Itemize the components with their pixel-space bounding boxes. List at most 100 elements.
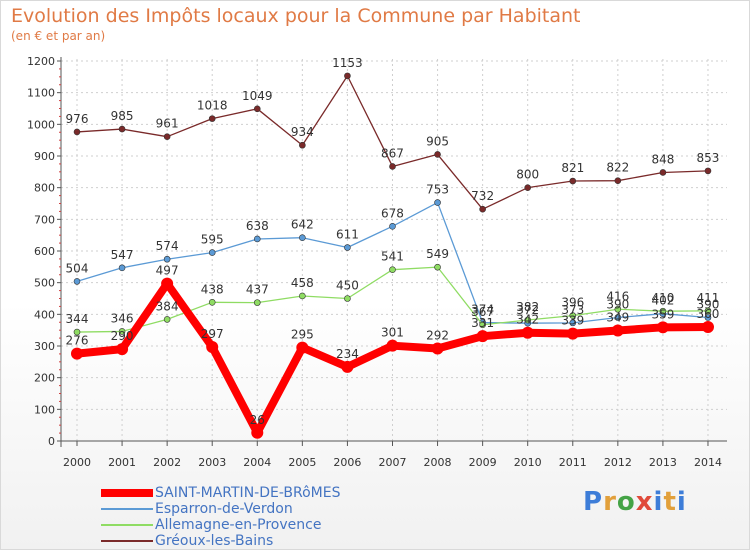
data-label: 1153: [332, 56, 363, 70]
x-tick-label: 2001: [108, 456, 136, 469]
data-label: 867: [381, 146, 404, 160]
data-point: [386, 339, 399, 352]
data-point: [161, 277, 174, 290]
data-point: [569, 177, 577, 185]
logo-letter: P: [583, 487, 604, 517]
data-point: [434, 263, 441, 271]
data-label: 396: [561, 296, 584, 310]
data-label: 732: [471, 189, 494, 203]
data-point: [116, 343, 129, 356]
legend-label: Allemagne-en-Provence: [155, 517, 322, 533]
data-label: 295: [291, 328, 314, 342]
data-label: 367: [471, 305, 494, 319]
data-point: [299, 141, 306, 149]
logo-letter: i: [676, 487, 687, 517]
data-point: [704, 167, 712, 175]
y-tick-label: 0: [48, 435, 55, 448]
y-tick-label: 1000: [27, 118, 55, 131]
data-point: [253, 235, 261, 243]
x-tick-label: 2013: [649, 456, 677, 469]
legend-label: SAINT-MARTIN-DE-BRôMES: [155, 485, 341, 501]
data-label: 504: [66, 261, 89, 275]
data-point: [659, 307, 667, 315]
data-point: [614, 305, 622, 313]
data-point: [701, 321, 714, 333]
x-tick-label: 2005: [288, 456, 316, 469]
y-tick-label: 200: [34, 372, 55, 385]
data-point: [163, 316, 171, 323]
data-point: [344, 295, 351, 302]
data-point: [479, 321, 486, 329]
y-tick-label: 600: [34, 245, 55, 258]
y-tick-label: 900: [34, 150, 55, 163]
x-tick-label: 2006: [333, 456, 361, 469]
data-label: 638: [246, 219, 269, 233]
data-point: [476, 330, 489, 343]
y-tick-label: 1100: [27, 87, 55, 100]
data-point: [73, 128, 81, 136]
data-label: 1018: [197, 99, 228, 113]
data-point: [614, 177, 622, 184]
data-point: [431, 342, 444, 355]
data-point: [118, 328, 126, 335]
data-point: [208, 115, 216, 122]
x-tick-label: 2002: [153, 456, 181, 469]
legend-swatch: [101, 524, 153, 526]
line-chart: 0 100 200 300 400 500 600 700 800 900 1000 1100 1200…: [27, 55, 727, 469]
data-point: [71, 347, 83, 360]
y-tick-label: 100: [34, 403, 55, 416]
legend-swatch: [101, 540, 153, 542]
data-label: 437: [246, 283, 269, 297]
data-label: 642: [291, 218, 314, 232]
y-tick-label: 1200: [27, 55, 55, 68]
data-label: 26: [250, 413, 265, 427]
data-point: [569, 312, 577, 319]
data-label: 384: [156, 299, 179, 313]
data-point: [611, 324, 624, 337]
data-point: [614, 314, 622, 321]
data-point: [206, 340, 219, 353]
data-label: 549: [426, 247, 449, 261]
data-label: 276: [66, 334, 89, 348]
data-point: [296, 341, 309, 354]
data-label: 458: [291, 276, 314, 290]
data-label: 373: [561, 303, 584, 317]
data-label: 339: [561, 314, 584, 328]
x-tick-label: 2007: [378, 456, 406, 469]
logo-letter: t: [663, 487, 677, 517]
data-point: [253, 299, 261, 306]
data-label: 905: [426, 134, 449, 148]
data-label: 800: [516, 168, 539, 182]
logo-letter: x: [635, 487, 654, 517]
data-label: 290: [111, 329, 134, 343]
data-point: [73, 278, 81, 285]
data-label: 976: [66, 112, 89, 126]
data-label: 497: [156, 264, 179, 278]
x-tick-label: 2000: [63, 456, 91, 469]
data-point: [434, 199, 441, 206]
logo-letter: i: [653, 487, 664, 517]
data-point: [524, 316, 532, 324]
data-label: 961: [156, 117, 179, 131]
data-point: [434, 151, 441, 158]
data-label: 595: [201, 233, 224, 247]
data-point: [299, 292, 306, 300]
data-point: [479, 205, 486, 213]
data-point: [344, 244, 351, 251]
x-tick-label: 2012: [604, 456, 632, 469]
data-label: 292: [426, 329, 449, 343]
logo-letter: o: [616, 487, 636, 517]
legend-label: Esparron-de-Verdon: [155, 501, 293, 517]
data-point: [118, 264, 126, 272]
data-point: [251, 426, 264, 439]
data-point: [704, 307, 712, 315]
data-point: [566, 327, 579, 340]
data-point: [208, 298, 216, 306]
data-label: 344: [66, 312, 89, 326]
legend-label: Gréoux-les-Bains: [155, 533, 274, 549]
data-label: 934: [291, 125, 314, 139]
x-tick-label: 2014: [694, 456, 722, 469]
data-label: 382: [516, 300, 539, 314]
x-tick-label: 2003: [198, 456, 226, 469]
